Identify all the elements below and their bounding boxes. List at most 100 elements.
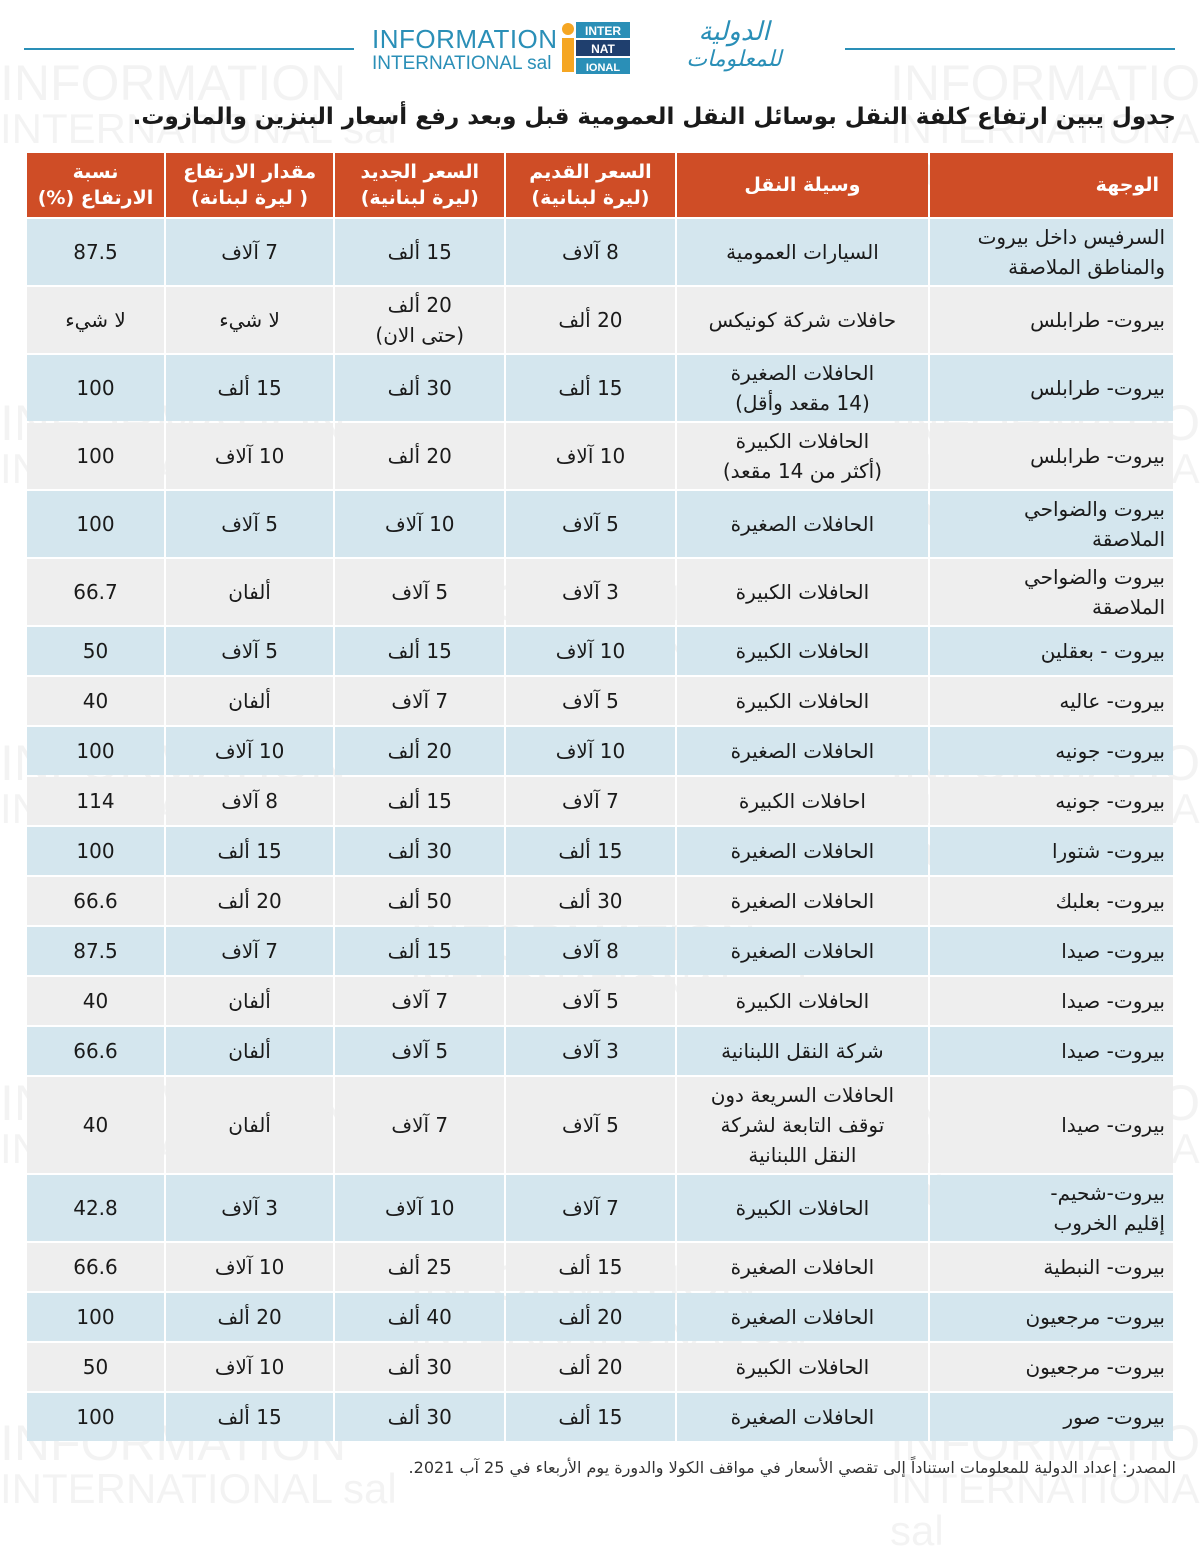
logo-text-2: NAT bbox=[591, 42, 615, 56]
cell-new-price: 7 آلاف bbox=[335, 677, 505, 725]
table-row: بيروت- مرجعيون الحافلات الكبيرة 20 ألف 30 أ… bbox=[27, 1343, 1173, 1391]
cell-transport-mode: الحافلات الصغيرة bbox=[676, 1293, 929, 1341]
cell-increase-percent: 100 bbox=[27, 355, 164, 421]
cell-old-price: 10 آلاف bbox=[506, 423, 675, 489]
table-row: بيروت- طرابلس الحافلات الصغيرة (14 مقعد وأ… bbox=[27, 355, 1173, 421]
cell-increase-percent: 100 bbox=[27, 727, 164, 775]
cell-new-price-text: 10 آلاف bbox=[385, 1196, 455, 1220]
cell-increase-amount-text: 10 آلاف bbox=[214, 739, 285, 763]
cell-new-price: 5 آلاف bbox=[335, 559, 505, 625]
cell-new-price-text: 25 ألف bbox=[387, 1255, 452, 1279]
cell-increase-amount-text: 15 ألف bbox=[217, 1405, 282, 1429]
cell-increase-percent: 50 bbox=[27, 627, 164, 675]
cell-destination: بيروت- شتورا bbox=[930, 827, 1173, 875]
cell-new-price-text: 30 ألف bbox=[387, 839, 452, 863]
cell-new-price-text: 50 ألف bbox=[387, 889, 452, 913]
cell-new-price-text: 15 ألف bbox=[387, 240, 452, 264]
cell-new-price: 15 ألف bbox=[335, 219, 505, 285]
logo-i-dot bbox=[562, 23, 574, 35]
logo-text-3: IONAL bbox=[586, 62, 621, 74]
table-row: بيروت- مرجعيون الحافلات الصغيرة 20 ألف 40 أ… bbox=[27, 1293, 1173, 1341]
cell-destination-text: بيروت- مرجعيون bbox=[1025, 1305, 1165, 1329]
cell-increase-amount-text: 10 آلاف bbox=[214, 1355, 285, 1379]
cell-new-price: 50 ألف bbox=[335, 877, 505, 925]
source-note: المصدر: إعداد الدولية للمعلومات استناداً… bbox=[408, 1458, 1176, 1477]
cell-destination-text: بيروت- النبطية bbox=[1043, 1255, 1165, 1279]
cell-new-price: 30 ألف bbox=[335, 1343, 505, 1391]
cell-destination: بيروت والضواحي الملاصقة bbox=[930, 491, 1173, 557]
cell-transport-mode-text: حافلات شركة كونيكس bbox=[708, 308, 897, 332]
cell-increase-percent: 114 bbox=[27, 777, 164, 825]
cell-increase-amount: 10 آلاف bbox=[166, 1343, 334, 1391]
cell-increase-amount: 20 ألف bbox=[166, 877, 334, 925]
cell-increase-percent-text: 40 bbox=[82, 689, 109, 713]
cell-old-price: 5 آلاف bbox=[506, 491, 675, 557]
cell-increase-percent: 66.7 bbox=[27, 559, 164, 625]
cell-destination: بيروت-شحيم- إقليم الخروب bbox=[930, 1175, 1173, 1241]
table-body: السرفيس داخل بيروت والمناطق الملاصقة السيا… bbox=[27, 219, 1173, 1441]
cell-increase-percent: 100 bbox=[27, 1293, 164, 1341]
cell-increase-percent-text: 66.7 bbox=[73, 580, 118, 604]
cell-increase-percent: 40 bbox=[27, 1077, 164, 1173]
cell-increase-percent: 100 bbox=[27, 827, 164, 875]
cell-transport-mode-text: الحافلات الصغيرة bbox=[730, 1405, 875, 1429]
cell-increase-amount: لا شيء bbox=[166, 287, 334, 353]
cell-old-price: 8 آلاف bbox=[506, 219, 675, 285]
cell-old-price-text: 10 آلاف bbox=[555, 444, 626, 468]
table-row: بيروت- جونيه احافلات الكبيرة 7 آلاف 15 ألف 8… bbox=[27, 777, 1173, 825]
cell-destination: بيروت- مرجعيون bbox=[930, 1343, 1173, 1391]
cell-destination-text: إقليم الخروب bbox=[1053, 1211, 1165, 1235]
logo-i-stem bbox=[562, 38, 574, 72]
cell-transport-mode-text: الحافلات الكبيرة bbox=[735, 639, 870, 663]
cell-transport-mode: الحافلات السريعة دون توقف التابعة لشركة ال… bbox=[676, 1077, 929, 1173]
cell-increase-percent: لا شيء bbox=[27, 287, 164, 353]
cell-new-price-text: 7 آلاف bbox=[391, 689, 449, 713]
cell-increase-amount-text: 5 آلاف bbox=[221, 639, 278, 663]
cell-increase-amount: 8 آلاف bbox=[166, 777, 334, 825]
cell-increase-amount: ألفان bbox=[166, 559, 334, 625]
cell-old-price-text: 15 ألف bbox=[558, 1405, 623, 1429]
cell-increase-amount: 5 آلاف bbox=[166, 491, 334, 557]
table-row: بيروت- صيدا الحافلات الصغيرة 8 آلاف 15 ألف 7… bbox=[27, 927, 1173, 975]
table-row: بيروت- صيدا الحافلات السريعة دون توقف التا… bbox=[27, 1077, 1173, 1173]
cell-increase-amount: 5 آلاف bbox=[166, 627, 334, 675]
cell-new-price: 15 ألف bbox=[335, 777, 505, 825]
logo-bar-2 bbox=[576, 40, 630, 56]
cell-increase-percent-text: 42.8 bbox=[73, 1196, 118, 1220]
cell-old-price: 10 آلاف bbox=[506, 627, 675, 675]
cell-increase-amount: ألفان bbox=[166, 977, 334, 1025]
cell-old-price: 5 آلاف bbox=[506, 677, 675, 725]
cell-old-price-text: 8 آلاف bbox=[562, 240, 619, 264]
cell-transport-mode: الحافلات الصغيرة bbox=[676, 727, 929, 775]
logo-bar-3 bbox=[576, 58, 630, 74]
cell-transport-mode-text: الحافلات الكبيرة bbox=[735, 429, 870, 453]
cell-increase-amount-text: ألفان bbox=[228, 989, 271, 1013]
cell-transport-mode-text: الحافلات الصغيرة bbox=[730, 839, 875, 863]
cell-transport-mode-text: الحافلات الصغيرة bbox=[730, 512, 875, 536]
cell-destination: بيروت- صور bbox=[930, 1393, 1173, 1441]
cell-destination: بيروت- مرجعيون bbox=[930, 1293, 1173, 1341]
cell-destination-text: بيروت- جونيه bbox=[1055, 789, 1165, 813]
cell-old-price: 3 آلاف bbox=[506, 559, 675, 625]
cell-transport-mode-text: الحافلات الصغيرة bbox=[730, 1255, 875, 1279]
cell-transport-mode-text: الحافلات الصغيرة bbox=[730, 739, 875, 763]
cell-old-price-text: 15 ألف bbox=[558, 839, 623, 863]
cell-old-price: 15 ألف bbox=[506, 1243, 675, 1291]
table-row: بيروت-شحيم- إقليم الخروب الحافلات الكبيرة 7… bbox=[27, 1175, 1173, 1241]
cell-new-price: 10 آلاف bbox=[335, 491, 505, 557]
cell-old-price: 20 ألف bbox=[506, 287, 675, 353]
cell-old-price: 5 آلاف bbox=[506, 1077, 675, 1173]
cell-new-price-text: 5 آلاف bbox=[391, 1039, 449, 1063]
cell-destination: بيروت- جونيه bbox=[930, 727, 1173, 775]
cell-new-price: 15 ألف bbox=[335, 627, 505, 675]
cell-transport-mode-text: الحافلات السريعة دون bbox=[710, 1083, 895, 1107]
brand-en-line1: INFORMATION bbox=[372, 24, 558, 54]
cell-transport-mode: الحافلات الكبيرة (أكثر من 14 مقعد) bbox=[676, 423, 929, 489]
cell-transport-mode: احافلات الكبيرة bbox=[676, 777, 929, 825]
table-header-row: الوجهة وسيلة النقل السعر القديم (ليرة لبن… bbox=[27, 153, 1173, 217]
cell-transport-mode-text: الحافلات الكبيرة bbox=[735, 580, 870, 604]
cell-increase-amount-text: لا شيء bbox=[219, 308, 280, 332]
column-header-old-price: السعر القديم (ليرة لبنانية) bbox=[506, 153, 675, 217]
cell-transport-mode: الحافلات الصغيرة bbox=[676, 877, 929, 925]
cell-old-price-text: 5 آلاف bbox=[562, 1113, 619, 1137]
